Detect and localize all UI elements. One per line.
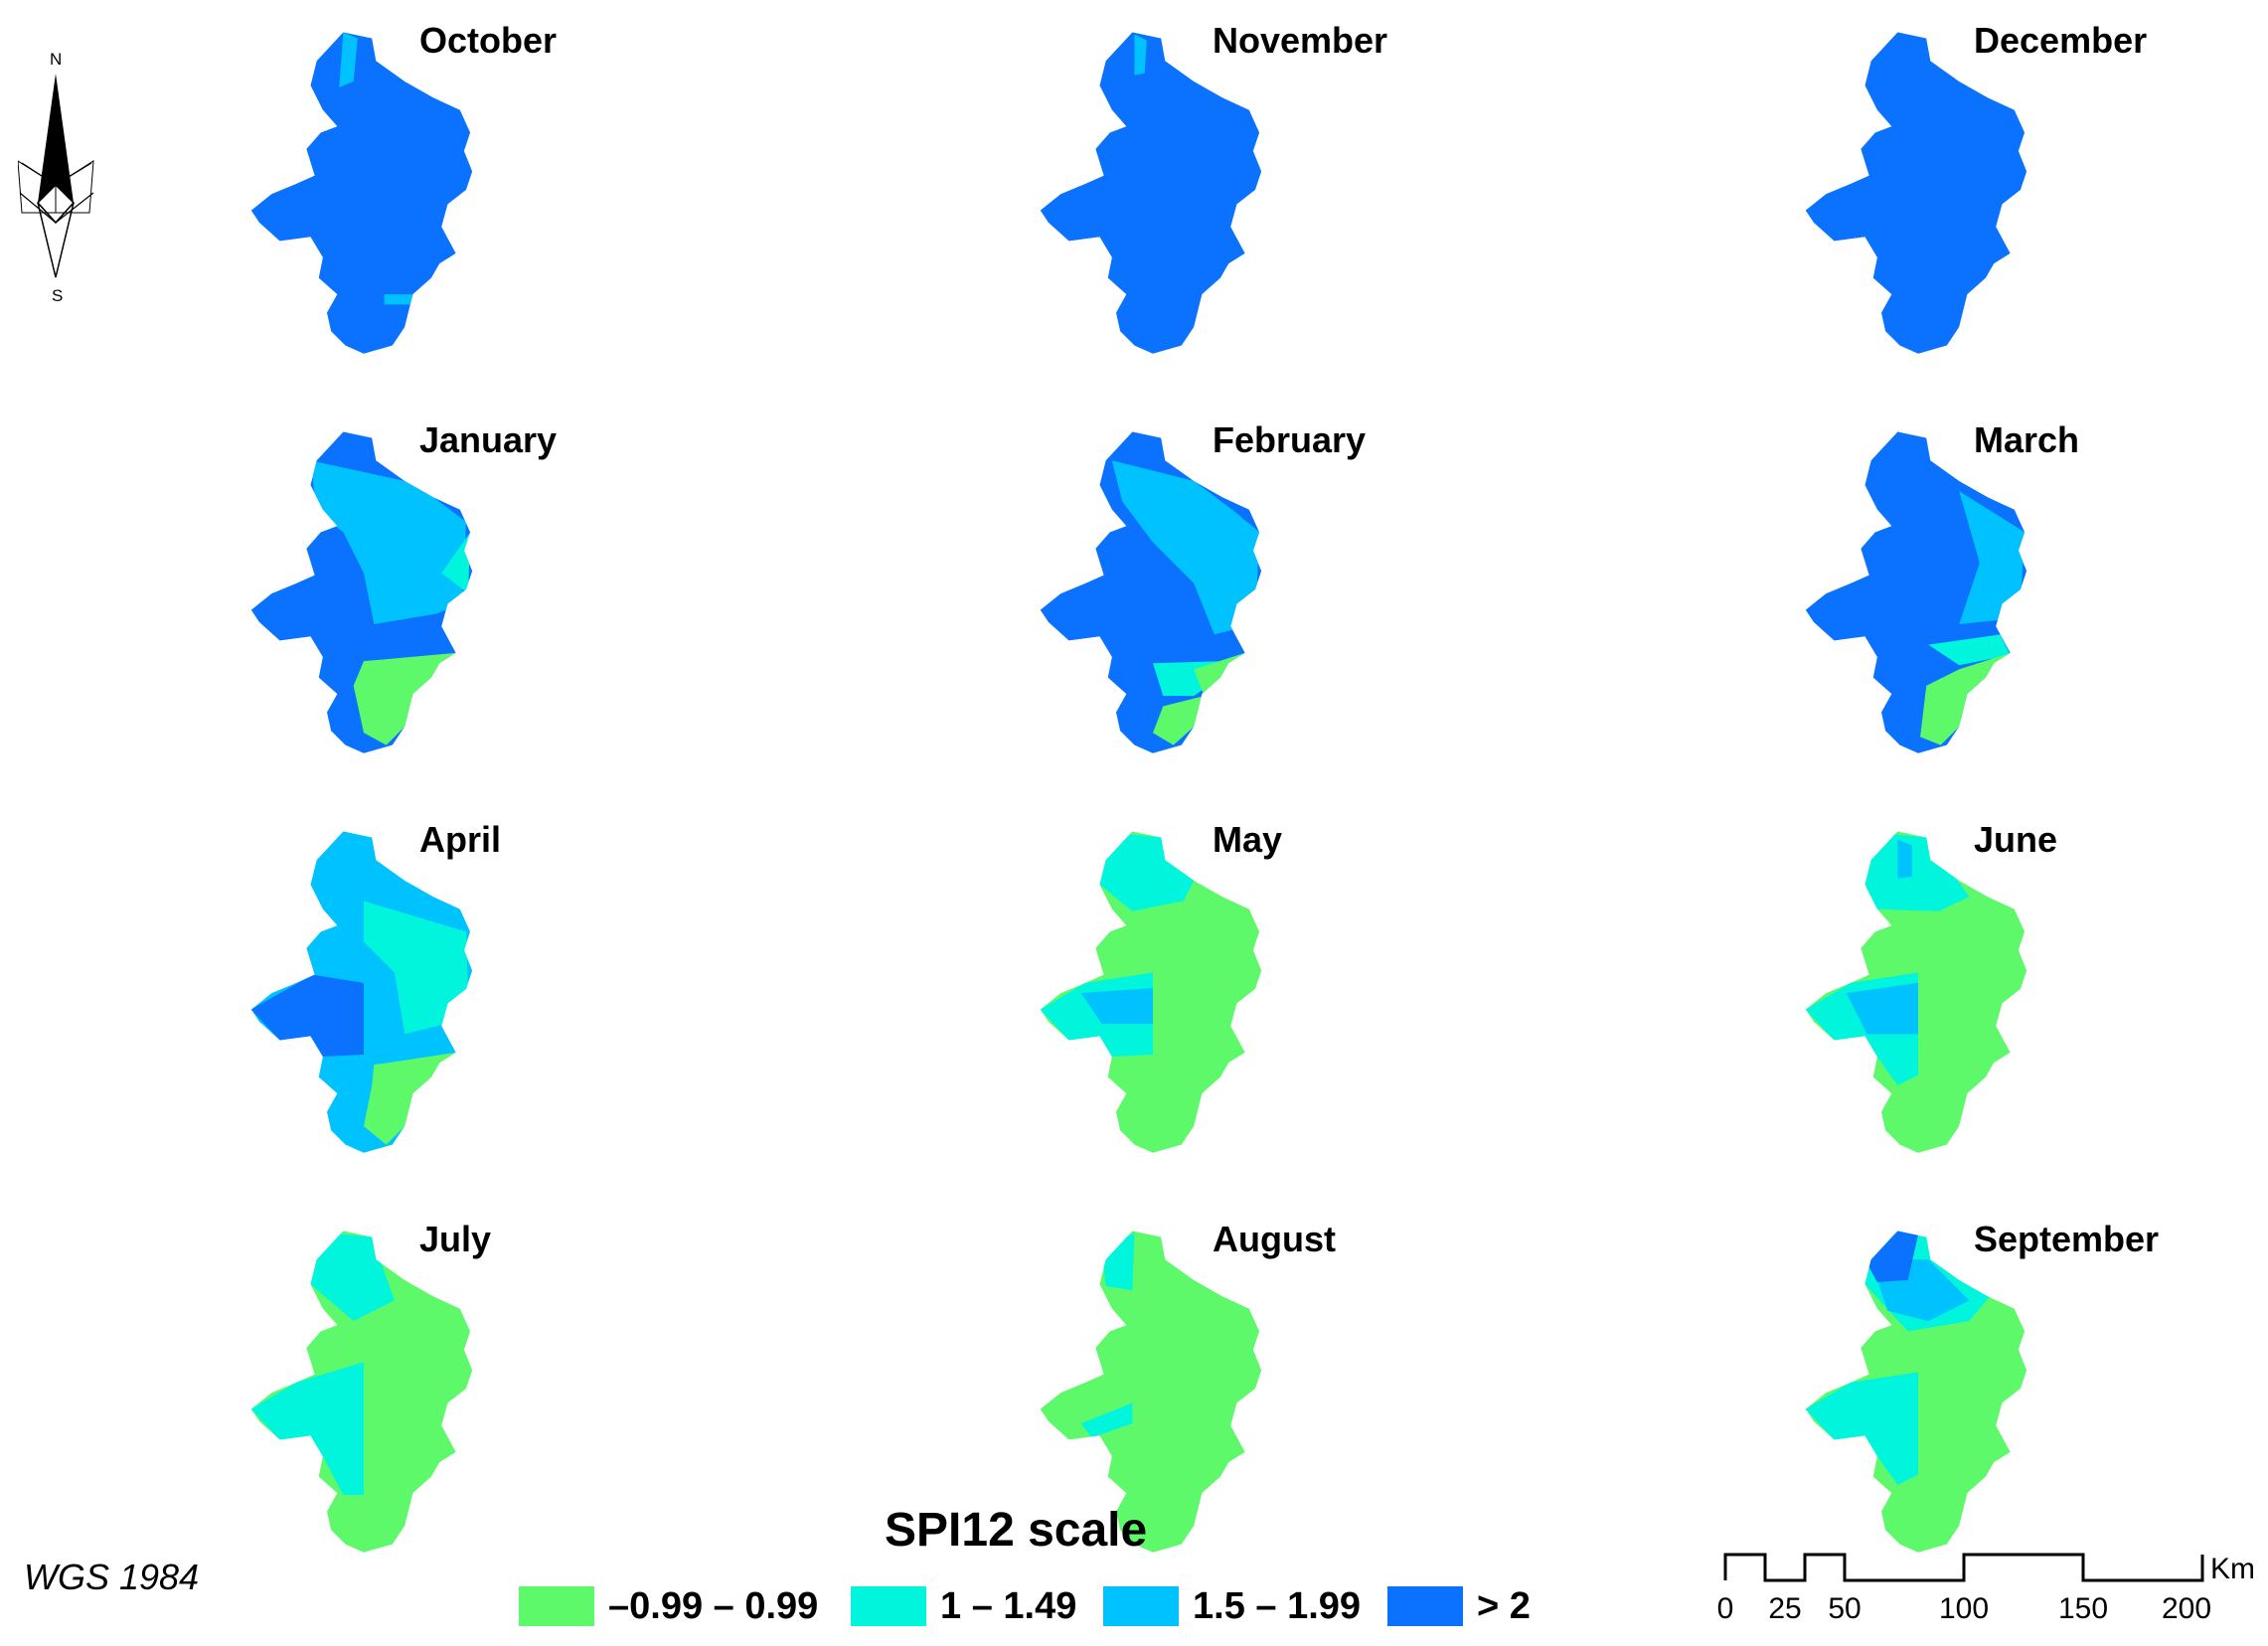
- region-zone: [1080, 1402, 1133, 1438]
- region-zone: [1959, 491, 2025, 625]
- region-zone: [1080, 988, 1153, 1025]
- spi-map: [250, 32, 473, 354]
- region-base: [250, 32, 473, 354]
- region-zone: [1928, 634, 2011, 666]
- legend-item-class2: 1 – 1.49: [851, 1584, 1077, 1627]
- map-panel-november: November: [984, 20, 1620, 417]
- spi-map: [1805, 431, 2027, 753]
- map-title: July: [419, 1219, 492, 1259]
- spi-map: [1040, 1231, 1262, 1553]
- scale-tick: 200: [2161, 1592, 2212, 1625]
- region-zone: [1864, 1231, 1918, 1282]
- spi-map: [250, 431, 473, 753]
- legend-swatch: [1387, 1586, 1463, 1626]
- south-label: S: [52, 286, 64, 305]
- map-title: October: [419, 20, 558, 61]
- legend-label: –0.99 – 0.99: [608, 1584, 819, 1627]
- spi-map: [1040, 32, 1262, 354]
- map-panel-april: April: [195, 819, 831, 1217]
- region-zone: [1805, 1372, 1918, 1485]
- spi-map: [1040, 831, 1262, 1153]
- scale-bar: 0 25 50 100 150 200 Km: [1709, 1547, 2266, 1646]
- spi-map: [250, 1231, 473, 1553]
- map-panel-may: May: [984, 819, 1620, 1217]
- legend-label: > 2: [1477, 1584, 1531, 1627]
- spi-map: [1805, 1231, 2027, 1553]
- spi-map: [1040, 431, 1262, 753]
- scale-unit: Km: [2210, 1553, 2255, 1585]
- region-zone: [339, 32, 358, 87]
- map-title: January: [419, 419, 558, 460]
- region-zone: [441, 532, 471, 594]
- region-base: [1040, 32, 1262, 354]
- north-arrow: N S: [18, 50, 97, 308]
- region-zone: [353, 652, 456, 745]
- map-panel-june: June: [1749, 819, 2268, 1217]
- region-zone: [310, 460, 467, 625]
- map-panel-july: July: [195, 1219, 831, 1616]
- legend-title: SPI12 scale: [885, 1504, 1148, 1557]
- map-panel-august: August: [984, 1219, 1620, 1616]
- map-title: August: [1213, 1219, 1336, 1259]
- map-panel-february: February: [984, 419, 1620, 817]
- legend-item-class1: –0.99 – 0.99: [519, 1584, 819, 1627]
- region-zone: [364, 1052, 456, 1145]
- region-zone: [1846, 982, 1918, 1035]
- map-panel-january: January: [195, 419, 831, 817]
- scale-tick: 150: [2057, 1592, 2109, 1625]
- region-zone: [250, 1362, 364, 1496]
- map-panel-december: December: [1749, 20, 2268, 417]
- region-zone: [250, 974, 364, 1058]
- scale-tick: 50: [1828, 1592, 1862, 1625]
- spi-map: [1805, 32, 2027, 354]
- scale-bar-graphic: [1723, 1553, 2204, 1582]
- map-title: May: [1213, 819, 1283, 860]
- scale-tick: 25: [1768, 1592, 1802, 1625]
- legend-swatch: [1103, 1586, 1179, 1626]
- projection-label: WGS 1984: [24, 1557, 200, 1597]
- scale-tick: 0: [1716, 1592, 1734, 1625]
- region-zone: [1864, 831, 1970, 911]
- legend-swatch: [851, 1586, 926, 1626]
- map-panel-october: October: [195, 20, 831, 417]
- spi-map: [1805, 831, 2027, 1153]
- region-zone: [1897, 839, 1912, 879]
- map-title: April: [419, 819, 502, 860]
- legend-swatch: [519, 1586, 594, 1626]
- region-zone: [1111, 460, 1260, 635]
- legend-item-class4: > 2: [1387, 1584, 1531, 1627]
- north-label: N: [50, 50, 63, 69]
- scale-tick: 100: [1938, 1592, 1990, 1625]
- region-zone: [1101, 1233, 1135, 1291]
- map-title: December: [1974, 20, 2148, 61]
- map-title: March: [1974, 419, 2080, 460]
- region-zone: [364, 901, 469, 1035]
- map-panel-march: March: [1749, 419, 2268, 817]
- compass-icon: [18, 74, 94, 278]
- spi-map: [250, 831, 473, 1153]
- map-panel-september: September: [1749, 1219, 2268, 1616]
- region-base: [1805, 32, 2027, 354]
- region-base: [1040, 1231, 1262, 1553]
- map-title: September: [1974, 1219, 2160, 1259]
- region-zone: [310, 1231, 395, 1322]
- legend-label: 1.5 – 1.99: [1193, 1584, 1362, 1627]
- region-zone: [384, 294, 425, 305]
- map-title: November: [1213, 20, 1388, 61]
- region-zone: [1134, 34, 1147, 76]
- legend-item-class3: 1.5 – 1.99: [1103, 1584, 1362, 1627]
- map-title: February: [1213, 419, 1367, 460]
- legend-label: 1 – 1.49: [940, 1584, 1077, 1627]
- map-title: June: [1974, 819, 2058, 860]
